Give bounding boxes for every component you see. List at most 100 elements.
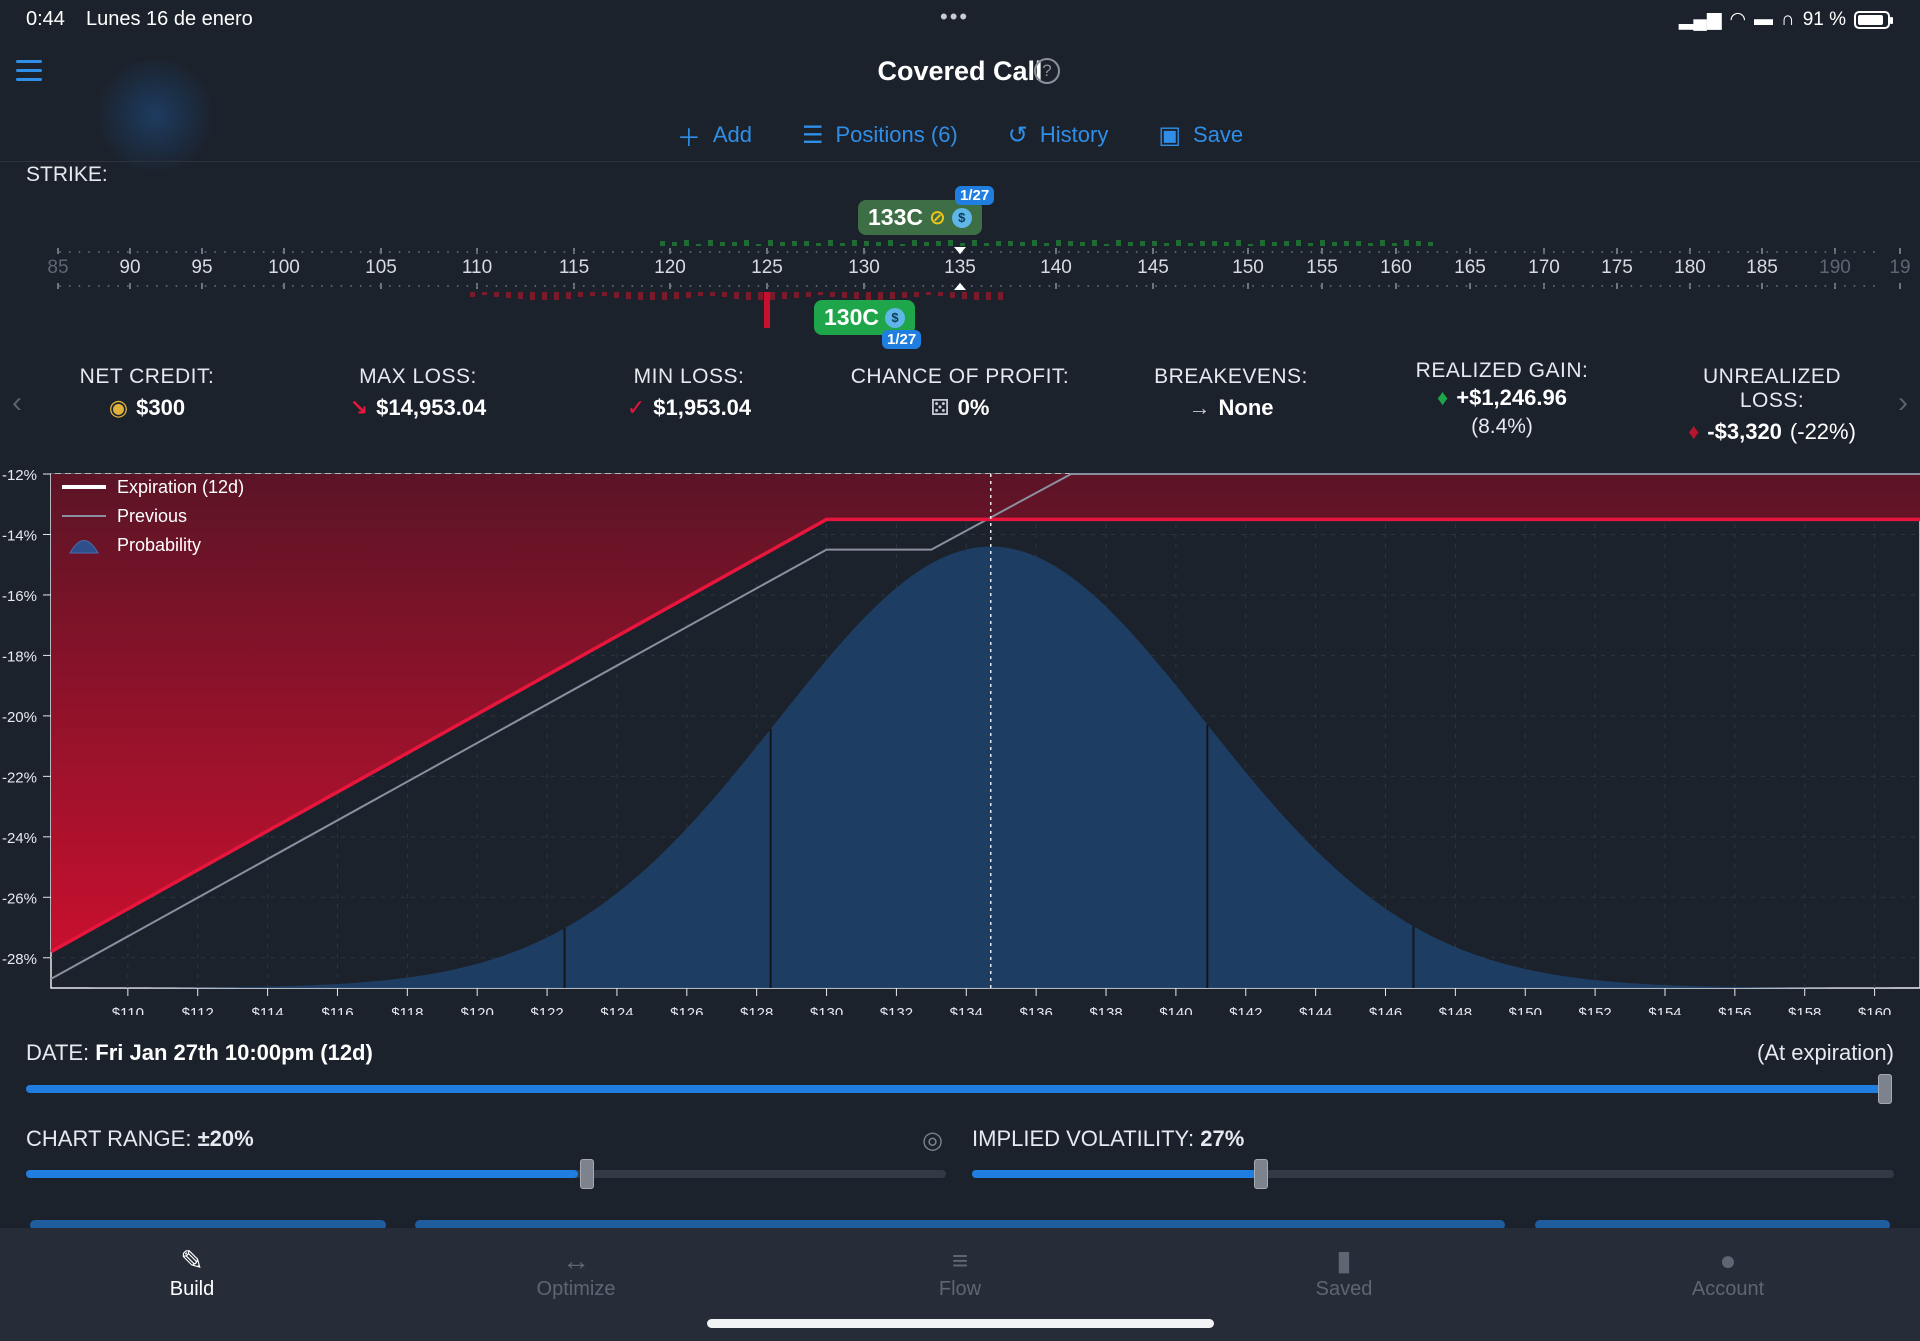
tab-build[interactable]: ✎ Build (170, 1244, 214, 1301)
background-glow (90, 60, 220, 170)
realized-gain-value: +$1,246.96 (1456, 385, 1567, 410)
strike-minor-dot (136, 285, 139, 287)
call-volume-bar (660, 241, 665, 246)
menu-icon[interactable] (16, 60, 42, 82)
strike-minor-dot (320, 251, 323, 253)
positions-button[interactable]: ☰ Positions (6) (802, 118, 958, 152)
upper-leg-pill-133c[interactable]: 133C ⊘ $ (858, 200, 982, 235)
strike-minor-dot (796, 251, 799, 253)
strike-minor-dot (563, 251, 566, 253)
call-volume-bar (1140, 241, 1145, 246)
strike-minor-dot (767, 285, 770, 287)
x-tick-label: $118 (391, 1005, 423, 1015)
history-label: History (1039, 122, 1109, 147)
lower-leg-pill-130c[interactable]: 130C $ (814, 300, 915, 335)
strike-minor-dot (1378, 251, 1381, 253)
tab-saved[interactable]: ▮ Saved (1316, 1244, 1373, 1301)
chevron-left-icon[interactable]: ‹ (12, 386, 22, 419)
x-tick-label: $128 (740, 1005, 773, 1015)
add-button[interactable]: ＋ Add (677, 118, 752, 152)
strike-minor-dot (417, 251, 420, 253)
strike-minor-dot (854, 285, 857, 287)
strike-minor-dot (980, 285, 983, 287)
strike-minor-dot (1708, 285, 1710, 287)
call-volume-bar (1404, 240, 1409, 246)
strike-minor-dot (476, 251, 479, 253)
strike-minor-dot (1523, 251, 1526, 253)
upper-leg-label: 133C (868, 204, 923, 230)
save-button[interactable]: ▣ Save (1158, 118, 1243, 152)
strike-minor-dot (1135, 285, 1138, 287)
call-volume-bar (984, 243, 989, 246)
strike-minor-dot (650, 251, 653, 253)
strike-minor-dot (738, 285, 740, 287)
home-indicator[interactable] (707, 1319, 1214, 1328)
put-volume-bar (818, 292, 823, 295)
strike-minor-dot (1058, 285, 1061, 287)
tab-account[interactable]: ● Account (1692, 1244, 1764, 1301)
call-volume-bar (1056, 240, 1061, 246)
call-volume-bar (1116, 240, 1121, 246)
strike-minor-dot (1164, 285, 1167, 287)
realized-gain-label: REALIZED GAIN: (1415, 359, 1589, 382)
call-volume-bar (888, 240, 893, 246)
strike-selector[interactable]: 85 90 95 100 105 110 115 120 125 130 135 140 145 150 1… (0, 180, 1920, 350)
x-tick-label: $130 (810, 1005, 843, 1015)
call-volume-bar (852, 240, 857, 246)
strike-minor-dot (1795, 251, 1798, 253)
put-volume-bar (722, 292, 727, 297)
chart-range-thumb[interactable] (580, 1159, 594, 1189)
pl-chart[interactable]: -12% -14% -16% -18% -20% -22% -24% -26% -28% $110… (0, 470, 1920, 1015)
put-volume-bar (854, 292, 859, 299)
strike-minor-dot (864, 251, 867, 253)
x-tick-label: $144 (1299, 1005, 1332, 1015)
dollar-coin-icon: $ (884, 307, 905, 328)
reset-target-icon[interactable]: ◎ (922, 1127, 943, 1154)
chevron-right-icon[interactable]: › (1898, 386, 1908, 419)
x-tick-label: $114 (251, 1005, 283, 1015)
date-slider[interactable] (26, 1074, 1892, 1104)
strike-minor-dot (932, 251, 934, 253)
strike-minor-dot (776, 285, 779, 287)
battery-percent: 91 % (1802, 8, 1846, 30)
strike-minor-dot (1203, 285, 1206, 287)
tab-flow[interactable]: ≡ Flow (939, 1244, 981, 1301)
help-icon[interactable]: ? (1034, 58, 1060, 84)
strike-minor-dot (1853, 285, 1856, 287)
chance-of-profit-value: 0% (957, 395, 990, 420)
strike-minor-dot (864, 285, 867, 287)
y-tick-label: -18% (2, 648, 37, 665)
date-slider-thumb[interactable] (1878, 1074, 1892, 1104)
breakevens-metric: BREAKEVENS: → None (1154, 365, 1308, 421)
call-volume-bar (1392, 243, 1397, 246)
toolbar: ＋ Add ☰ Positions (6) ↺ History ▣ Save (0, 118, 1920, 152)
strike-minor-dot (835, 285, 837, 287)
strike-minor-dot (427, 285, 430, 287)
strike-minor-dot (1620, 285, 1623, 287)
strike-minor-dot (1213, 251, 1216, 253)
strike-minor-dot (611, 251, 614, 253)
strike-minor-dot (602, 251, 605, 253)
chart-range-slider[interactable] (26, 1159, 946, 1189)
lower-leg-label: 130C (824, 304, 879, 330)
strike-minor-dot (1843, 285, 1846, 287)
strike-minor-dot (1155, 251, 1158, 253)
multitasking-dots-icon[interactable]: ••• (940, 4, 970, 29)
strike-minor-dot (1863, 285, 1866, 287)
previous-line (50, 473, 1920, 980)
strike-minor-dot (107, 251, 110, 253)
strike-minor-dot (1048, 251, 1051, 253)
implied-volatility-slider[interactable] (972, 1159, 1894, 1189)
x-tick-label: $148 (1439, 1005, 1472, 1015)
strike-minor-dot (1465, 251, 1468, 253)
put-volume-bar (470, 292, 475, 297)
history-button[interactable]: ↺ History (1008, 118, 1109, 152)
strike-minor-dot (621, 251, 624, 253)
strike-minor-dot (1009, 285, 1012, 287)
tab-optimize[interactable]: ↔ Optimize (537, 1244, 616, 1301)
call-volume-bar (1176, 240, 1181, 246)
y-tick-label: -26% (2, 890, 37, 907)
put-volume-bar (866, 292, 871, 300)
call-volume-bar (840, 243, 845, 246)
implied-volatility-thumb[interactable] (1254, 1159, 1268, 1189)
